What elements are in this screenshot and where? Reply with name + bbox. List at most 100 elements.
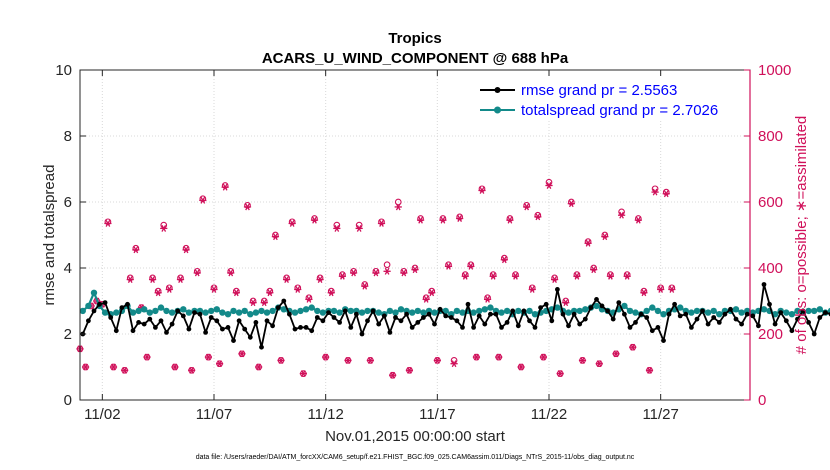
rmse-point — [599, 303, 605, 309]
obs-assimilated-point — [165, 286, 173, 293]
rmse-point — [510, 308, 516, 314]
rmse-point — [666, 311, 672, 317]
obs-possible-point — [394, 198, 402, 206]
y-tick-label: 6 — [64, 194, 72, 211]
rmse-point — [331, 315, 337, 320]
obs-assimilated-point — [422, 295, 430, 303]
rmse-point — [555, 287, 560, 292]
rmse-point — [711, 315, 717, 320]
rmse-point — [795, 316, 800, 322]
x-tick-label: 11/17 — [419, 406, 455, 423]
obs-assimilated-point — [450, 360, 458, 368]
obs-assimilated-point — [584, 239, 592, 247]
spread-point — [185, 309, 193, 316]
y2-tick-label: 400 — [758, 260, 783, 277]
obs-assimilated-point — [221, 183, 229, 191]
rmse-point — [264, 318, 270, 324]
rmse-point — [744, 311, 750, 317]
spread-point — [336, 309, 343, 316]
obs-assimilated-point — [299, 370, 307, 378]
spread-point — [442, 307, 449, 315]
obs-assimilated-point — [500, 256, 508, 264]
obs-assimilated-point — [372, 269, 380, 277]
obs-assimilated-point — [472, 353, 481, 361]
rmse-point — [354, 311, 359, 317]
obs-assimilated-point — [193, 269, 201, 277]
obs-assimilated-point — [606, 272, 615, 280]
obs-assimilated-point — [81, 363, 90, 371]
obs-assimilated-point — [517, 363, 525, 371]
rmse-point — [482, 321, 488, 327]
obs-assimilated-point — [366, 356, 374, 364]
obs-assimilated-point — [567, 200, 575, 208]
obs-possible-point — [333, 221, 341, 229]
x-tick-label: 11/22 — [531, 406, 567, 423]
rmse-point — [616, 300, 622, 305]
obs-assimilated-point — [294, 286, 302, 293]
spread-point — [526, 307, 533, 315]
rmse-point — [320, 318, 326, 324]
legend-rmse-label: rmse grand pr = 2.5563 — [521, 82, 677, 99]
spread-point — [297, 307, 304, 315]
obs-assimilated-point — [316, 276, 324, 283]
rmse-point — [772, 321, 778, 327]
spread-point — [213, 306, 220, 313]
legend-box — [475, 76, 745, 120]
y-tick-label: 10 — [55, 62, 72, 79]
spread-point — [202, 309, 209, 316]
obs-assimilated-point — [288, 220, 296, 227]
obs-assimilated-point — [243, 203, 252, 211]
obs-assimilated-point — [126, 276, 134, 283]
obs-assimilated-point — [578, 356, 587, 364]
spread-point — [263, 309, 271, 316]
obs-assimilated-point — [260, 299, 268, 307]
obs-assimilated-point — [590, 266, 598, 274]
spread-point — [783, 309, 790, 316]
rmse-point — [549, 318, 555, 324]
obs-assimilated-point — [640, 289, 648, 297]
obs-possible-point — [618, 208, 625, 216]
rmse-point — [214, 318, 220, 324]
spread-point — [302, 306, 310, 313]
obs-assimilated-point — [349, 269, 358, 277]
y2-tick-label: 600 — [758, 194, 783, 211]
rmse-point — [130, 328, 136, 334]
spread-point — [688, 309, 695, 316]
rmse-point — [426, 311, 432, 317]
rmse-point — [309, 328, 315, 334]
rmse-point — [398, 318, 404, 324]
rmse-point — [192, 310, 197, 315]
rmse-point — [113, 328, 119, 334]
obs-assimilated-point — [188, 366, 196, 374]
spread-point — [269, 307, 276, 315]
rmse-point — [387, 330, 393, 335]
obs-possible-point — [450, 357, 458, 364]
rmse-point — [303, 325, 309, 330]
obs-assimilated-point — [327, 289, 335, 297]
spread-point — [453, 307, 461, 315]
rmse-point — [147, 316, 153, 322]
obs-possible-point — [383, 261, 391, 269]
spread-point — [129, 309, 137, 316]
obs-assimilated-point — [489, 272, 497, 280]
spread-point — [710, 307, 717, 315]
obs-assimilated-point — [310, 216, 319, 224]
rmse-point — [655, 325, 661, 330]
rmse-point — [314, 315, 320, 320]
spread-point — [135, 307, 142, 315]
rmse-point — [806, 320, 811, 325]
spread-point — [224, 311, 232, 318]
spread-point — [152, 307, 159, 315]
spread-point — [397, 306, 405, 313]
obs-assimilated-point — [461, 272, 469, 280]
obs-assimilated-point — [645, 366, 654, 374]
obs-assimilated-point — [394, 203, 402, 211]
obs-assimilated-point — [215, 360, 224, 368]
rmse-point — [811, 331, 817, 337]
rmse-point — [208, 315, 214, 320]
rmse-point — [136, 320, 142, 325]
obs-assimilated-point — [539, 353, 548, 361]
spread-point — [319, 309, 327, 316]
obs-assimilated-point — [121, 366, 129, 374]
